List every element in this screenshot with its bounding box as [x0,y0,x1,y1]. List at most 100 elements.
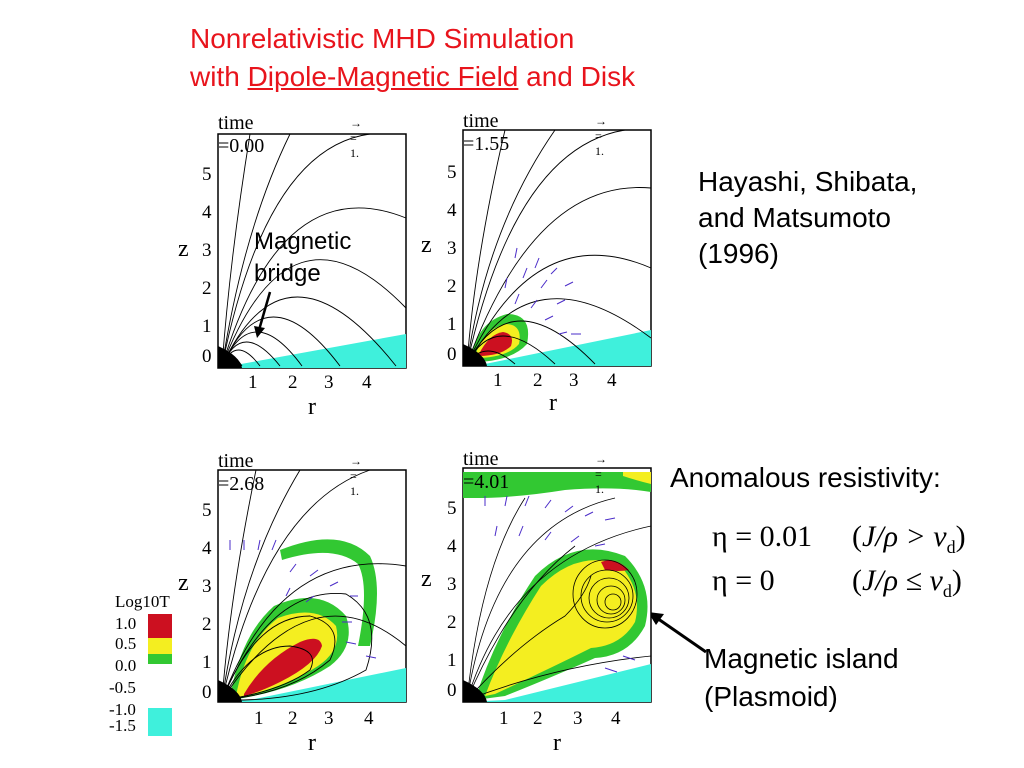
panel-2-ztick-0: 0 [447,344,457,365]
title-and-disk: and Disk [518,61,636,92]
eq1-lhs: η = 0.01 [712,520,813,553]
citation-line-1: Hayashi, Shibata, [698,166,918,197]
panel-4-rtick-1: 1 [499,708,509,729]
panel-4-vec-text: = 1. [595,467,604,496]
title-line-2: with Dipole-Magnetic Field and Disk [190,58,635,96]
colorbar-swatches [148,614,172,736]
panel-3-rlabel: r [308,730,316,756]
colorbar-label-5: -1.0 [109,700,136,719]
magnetic-bridge-label: Magnetic bridge [254,226,351,290]
arrow-right-icon: → [595,452,607,466]
magnetic-island-line-2: (Plasmoid) [704,681,838,712]
panel-4-ztick-0: 0 [447,680,457,701]
panel-2-plot [462,129,652,367]
panel-2-rlabel: r [549,390,557,416]
magnetic-island-label: Magnetic island (Plasmoid) [704,640,899,716]
panel-4-rtick-4: 4 [611,708,621,729]
panel-4-rlabel: r [553,730,561,756]
panel-3-vec-text: = 1. [350,469,359,498]
panel-3-ztick-1: 1 [202,652,212,673]
eq2-paren-open: ( [852,564,862,597]
panel-3-ztick-5: 5 [202,500,212,521]
eq2-condition: (J/ρ ≤ vd) [852,564,962,602]
panel-2-vec-text: = 1. [595,129,604,158]
panel-3-time: time =2.68 [218,450,265,495]
panel-1-rtick-3: 3 [324,372,334,393]
colorbar-label-3: 0.0 [115,656,137,675]
resistivity-equation-2: η = 0 (J/ρ ≤ vd) [712,564,962,601]
panel-2-ztick-2: 2 [447,276,457,297]
title-with: with [190,61,248,92]
panel-2-time: time =1.55 [463,110,510,155]
citation-line-2: and Matsumoto [698,202,891,233]
panel-4-ztick-3: 3 [447,574,457,595]
panel-3-vector-scale: → = 1. [350,454,362,499]
panel-4-rtick-3: 3 [573,708,583,729]
panel-4-plot [462,467,652,703]
panel-1-ztick-4: 4 [202,202,212,223]
magnetic-island-arrow [648,612,707,654]
panel-2-rtick-3: 3 [569,370,579,391]
eq1-condition: (J/ρ > vd) [852,520,966,558]
panel-2-rtick-4: 4 [607,370,617,391]
panel-2-ztick-4: 4 [447,200,457,221]
panel-1-rlabel: r [308,394,316,420]
panel-4-vector-scale: → = 1. [595,452,607,497]
panel-1-vec-text: = 1. [350,131,359,160]
panel-3-rtick-4: 4 [364,708,374,729]
panel-3-plot [217,469,407,703]
citation-line-3: (1996) [698,238,779,269]
colorbar-title: Log10T [115,592,170,611]
panel-1-ztick-1: 1 [202,316,212,337]
panel-4-rtick-2: 2 [533,708,543,729]
magnetic-island-line-1: Magnetic island [704,643,899,674]
panel-2-vector-scale: → = 1. [595,114,607,159]
panel-4-zlabel: z [421,566,432,592]
panel-3-rtick-3: 3 [324,708,334,729]
panel-2-ztick-1: 1 [447,314,457,335]
panel-2-ztick-3: 3 [447,238,457,259]
panel-1-zlabel: z [178,236,189,262]
arrow-right-icon: → [350,116,362,130]
panel-3-rtick-1: 1 [254,708,264,729]
colorbar-label-2: 0.5 [115,634,137,653]
resistivity-equation-1: η = 0.01 (J/ρ > vd) [712,520,966,557]
panel-1-ztick-3: 3 [202,240,212,261]
title-line-1: Nonrelativistic MHD Simulation [190,23,575,54]
panel-4-ztick-1: 1 [447,650,457,671]
panel-3-ztick-4: 4 [202,538,212,559]
anomalous-resistivity-heading: Anomalous resistivity: [670,462,941,493]
panel-1-ztick-0: 0 [202,346,212,367]
panel-2-rtick-2: 2 [533,370,543,391]
title-dipole-field: Dipole-Magnetic Field [247,61,519,92]
panel-2-zlabel: z [421,232,432,258]
eq1-paren-close: ) [955,520,966,553]
panel-1-vector-scale: → = 1. [350,116,362,161]
slide-title: Nonrelativistic MHD Simulation with Dipo… [190,20,635,96]
magnetic-bridge-line-1: Magnetic [254,228,352,255]
eq1-cond-text: J/ρ > v [862,520,947,553]
citation: Hayashi, Shibata, and Matsumoto (1996) [698,164,917,272]
panel-3-ztick-2: 2 [202,614,212,635]
eq2-lhs: η = 0 [712,564,775,597]
eq2-paren-close: ) [951,564,962,597]
panel-4-time: time =4.01 [463,448,510,493]
colorbar-label-4: -0.5 [109,678,136,697]
eq1-cond-sub: d [946,537,956,557]
eq2-cond-text: J/ρ ≤ v [862,564,943,597]
panel-4-ztick-4: 4 [447,536,457,557]
panel-1-rtick-2: 2 [288,372,298,393]
colorbar-label-1: 1.0 [115,614,137,633]
eq2-cond-sub: d [942,581,952,601]
colorbar-label-6: -1.5 [109,716,136,735]
panel-2-ztick-5: 5 [447,162,457,183]
panel-3-rtick-2: 2 [288,708,298,729]
panel-1-time: time =0.00 [218,112,265,157]
panel-1-ztick-5: 5 [202,164,212,185]
panel-3-ztick-3: 3 [202,576,212,597]
panel-1-plot [217,133,407,369]
arrow-right-icon: → [595,114,607,128]
panel-1-rtick-1: 1 [248,372,258,393]
arrow-right-icon: → [350,454,362,468]
panel-4-ztick-2: 2 [447,612,457,633]
